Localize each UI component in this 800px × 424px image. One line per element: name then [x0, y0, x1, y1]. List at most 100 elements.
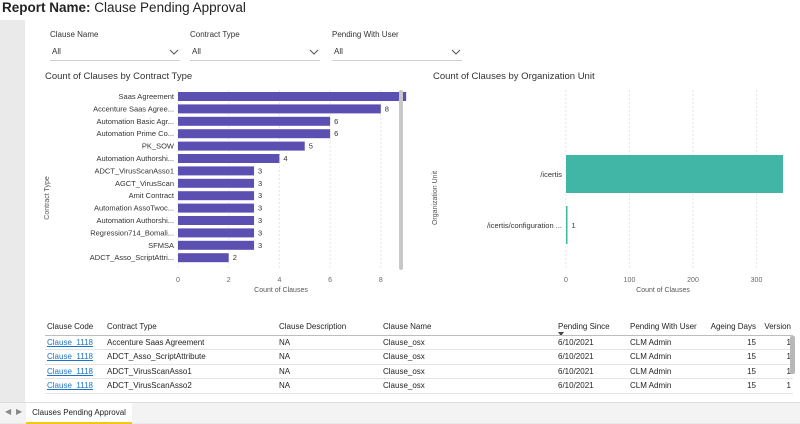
bar[interactable] — [178, 166, 255, 176]
category-label: PK_SOW — [142, 142, 175, 151]
bar[interactable] — [178, 116, 331, 126]
bar[interactable] — [178, 129, 331, 139]
report-title: Report Name: Clause Pending Approval — [0, 0, 800, 20]
pending-with-user-cell: CLM Admin — [628, 364, 706, 379]
column-header-version[interactable]: Version — [758, 318, 793, 336]
contract-type-chart: Saas Agreement Accenture Saas Agree... Aut… — [44, 90, 407, 294]
report-title-name: Clause Pending Approval — [94, 0, 246, 15]
clause-name-cell: Clause_osx — [381, 349, 556, 365]
x-tick-label: 8 — [379, 277, 383, 284]
contract-type-slicer: Contract Type All — [190, 29, 320, 61]
category-label: Automation Authorshi... — [96, 216, 174, 225]
clause-name-dropdown[interactable]: All — [50, 45, 180, 61]
contract-type-dropdown[interactable]: All — [190, 45, 320, 61]
x-tick-label: 6 — [328, 277, 332, 284]
table-row[interactable]: Clause_1118 ADCT_VirusScanAsso2 NA Clause_o… — [45, 378, 793, 394]
clause-description-cell: NA — [277, 364, 381, 379]
clause-code-link[interactable]: Clause_1118 — [45, 364, 105, 379]
pending-user-dropdown-value: All — [334, 47, 343, 56]
category-label: Regression714_Bomali... — [90, 228, 174, 237]
category-label: AGCT_VirusScan — [115, 179, 174, 188]
table-row[interactable]: Clause_1118 Accenture Saas Agreement NA Cla… — [45, 335, 793, 350]
bar[interactable] — [178, 228, 255, 238]
bar[interactable] — [178, 203, 255, 213]
contract-chart-xlabel: Count of Clauses — [254, 287, 308, 294]
data-label: 3 — [258, 166, 262, 175]
table-scrollbar[interactable] — [790, 336, 795, 374]
pending-since-label: Pending Since — [558, 321, 610, 331]
data-label: 1 — [572, 221, 576, 230]
bar[interactable] — [178, 178, 255, 188]
data-label: 6 — [334, 129, 338, 138]
table-row[interactable]: Clause_1118 ADCT_VirusScanAsso1 NA Clause_o… — [45, 364, 793, 379]
chevron-down-icon — [169, 49, 179, 55]
bar[interactable] — [178, 253, 229, 263]
contract-chart-scrollbar[interactable] — [399, 90, 403, 270]
bar[interactable] — [178, 141, 305, 151]
contract-chart-title: Count of Clauses by Contract Type — [45, 71, 193, 82]
column-header-pending-since[interactable]: Pending Since — [556, 318, 628, 336]
contract-type-cell: ADCT_VirusScanAsso1 — [105, 364, 277, 379]
pending-since-cell: 6/10/2021 — [556, 335, 628, 350]
clause-name-slicer-label: Clause Name — [50, 30, 99, 39]
category-label: Automation Prime Co... — [96, 129, 174, 138]
bar[interactable] — [566, 206, 568, 244]
category-label: ADCT_Asso_ScriptAttri... — [90, 253, 174, 262]
data-label: 3 — [258, 228, 262, 237]
clause-code-link[interactable]: Clause_1118 — [45, 378, 105, 394]
x-tick-label: 0 — [564, 277, 568, 284]
data-label: 4 — [283, 154, 287, 163]
ageing-days-cell: 15 — [706, 378, 758, 394]
version-cell: 1 — [758, 364, 793, 379]
category-label: Accenture Saas Agree... — [93, 104, 174, 113]
page-navigation-bar: ◀ ▶ Clauses Pending Approval — [0, 402, 800, 424]
contract-type-dropdown-value: All — [192, 47, 201, 56]
column-header-ageing-days[interactable]: Ageing Days — [706, 318, 758, 336]
sort-descending-icon — [558, 332, 564, 334]
column-header-clause-description[interactable]: Clause Description — [277, 318, 381, 336]
table-row[interactable]: Clause_1118 ADCT_Asso_ScriptAttribute NA Cl… — [45, 349, 793, 365]
bar[interactable] — [178, 104, 381, 114]
next-page-icon[interactable]: ▶ — [16, 407, 23, 416]
bar[interactable] — [178, 240, 255, 250]
data-label: 3 — [258, 179, 262, 188]
table-header-row: Clause Code Contract Type Clause Descrip… — [45, 318, 793, 336]
clause-code-link[interactable]: Clause_1118 — [45, 335, 105, 350]
contract-type-cell: ADCT_Asso_ScriptAttribute — [105, 349, 277, 365]
clause-name-cell: Clause_osx — [381, 335, 556, 350]
pending-since-cell: 6/10/2021 — [556, 364, 628, 379]
x-tick-label: 2 — [227, 277, 231, 284]
bar[interactable] — [178, 92, 407, 101]
bar[interactable] — [566, 155, 783, 193]
bar[interactable] — [178, 154, 280, 163]
pending-since-cell: 6/10/2021 — [556, 349, 628, 365]
previous-page-icon[interactable]: ◀ — [5, 407, 12, 416]
x-tick-label: 200 — [687, 277, 699, 284]
bar[interactable] — [178, 191, 255, 201]
clause-description-cell: NA — [277, 349, 381, 365]
column-header-clause-code[interactable]: Clause Code — [45, 318, 105, 336]
category-label: Saas Agreement — [119, 92, 175, 101]
category-label: Amit Contract — [129, 191, 175, 200]
pending-since-cell: 6/10/2021 — [556, 378, 628, 394]
data-label: 6 — [334, 117, 338, 126]
clause-description-cell: NA — [277, 335, 381, 350]
pending-with-user-cell: CLM Admin — [628, 378, 706, 394]
contract-type-cell: ADCT_VirusScanAsso2 — [105, 378, 277, 394]
pending-with-user-cell: CLM Admin — [628, 349, 706, 365]
pending-with-user-cell: CLM Admin — [628, 335, 706, 350]
category-label: SFMSA — [148, 241, 174, 250]
column-header-pending-with-user[interactable]: Pending With User — [628, 318, 706, 336]
data-label: 3 — [258, 241, 262, 250]
clause-code-link[interactable]: Clause_1118 — [45, 349, 105, 365]
pending-user-slicer: Pending With User All — [332, 29, 462, 61]
page-tab-clauses-pending-approval[interactable]: Clauses Pending Approval — [26, 403, 132, 424]
pending-user-dropdown[interactable]: All — [332, 45, 462, 61]
clause-name-dropdown-value: All — [52, 47, 61, 56]
contract-chart-ylabel: Contract Type — [44, 176, 51, 220]
report-title-prefix: Report Name: — [2, 0, 91, 15]
bar[interactable] — [178, 216, 255, 225]
column-header-contract-type[interactable]: Contract Type — [105, 318, 277, 336]
column-header-clause-name[interactable]: Clause Name — [381, 318, 556, 336]
ageing-days-cell: 15 — [706, 335, 758, 350]
